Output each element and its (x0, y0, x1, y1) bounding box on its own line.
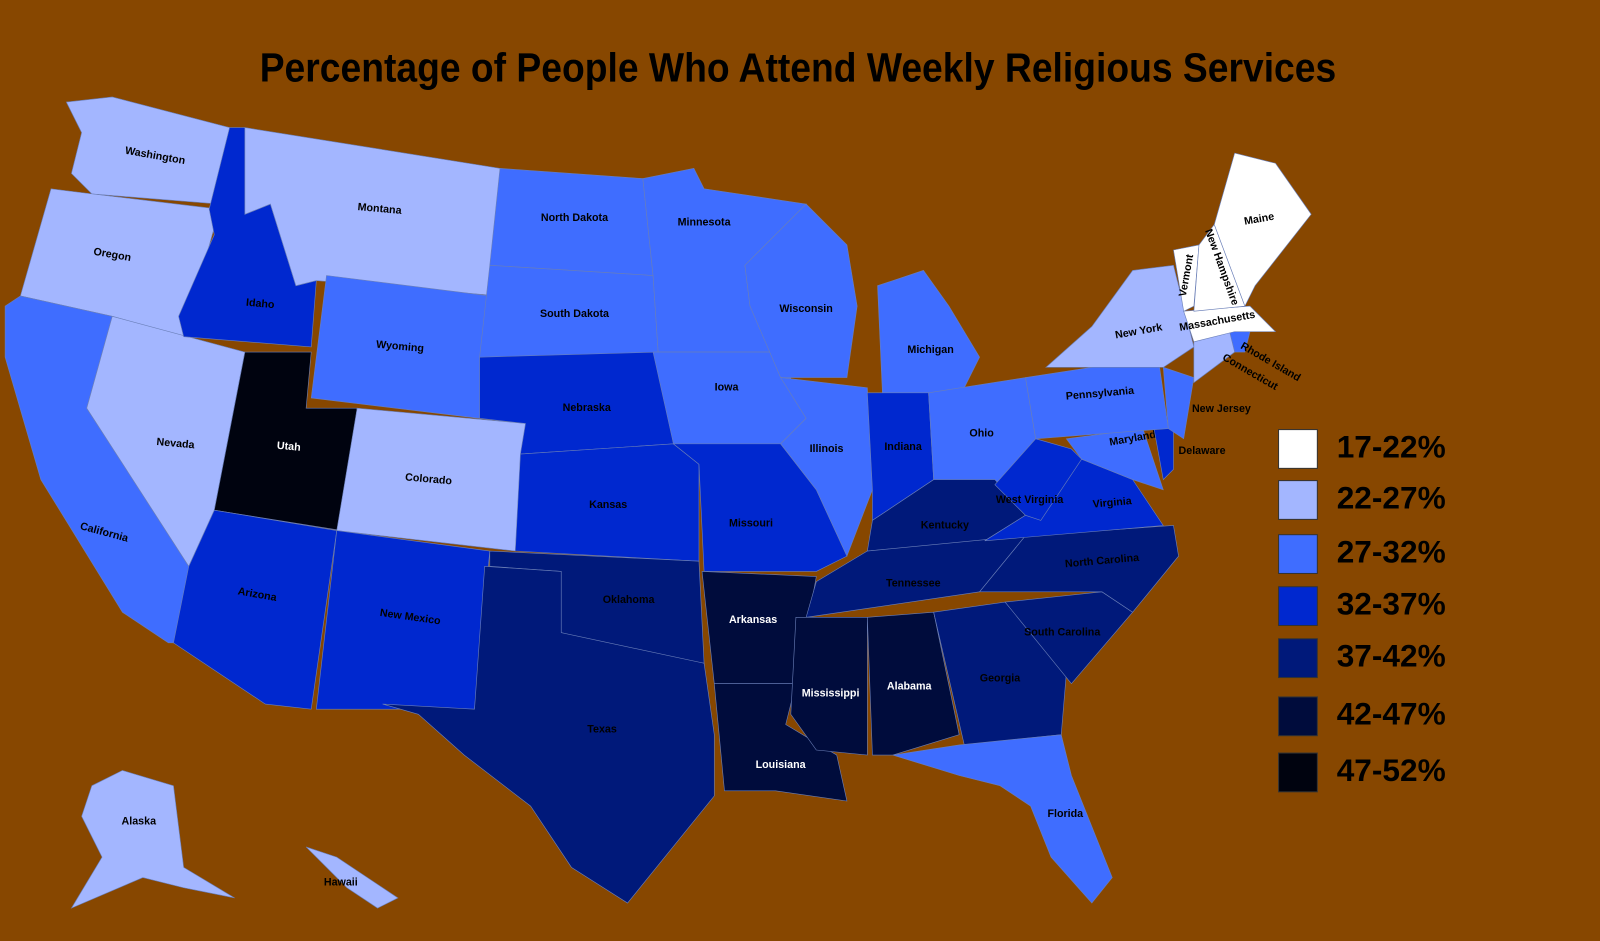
state (65, 96, 230, 205)
state (305, 846, 399, 909)
state (790, 617, 868, 756)
state-label: Mississippi (802, 688, 860, 700)
state-label: South Dakota (540, 308, 610, 320)
state-label: Nebraska (563, 402, 612, 414)
state-label: Alaska (122, 815, 158, 827)
state-label: Montana (357, 201, 403, 217)
state (1213, 152, 1312, 307)
state-label: Maine (1243, 211, 1275, 228)
state-label: Utah (276, 440, 301, 454)
map-layer: Percentage of People Who Attend Weekly R… (4, 45, 1446, 909)
state (744, 203, 858, 378)
legend-swatch (1278, 480, 1318, 520)
state-label: Iowa (715, 382, 740, 394)
state-label: Idaho (245, 297, 275, 311)
state-label: New Jersey (1192, 403, 1251, 415)
state-label: Ohio (969, 427, 994, 439)
state-label: Louisiana (756, 759, 807, 771)
state-label: North Dakota (541, 212, 609, 224)
state-label: Georgia (980, 672, 1021, 684)
title: Percentage of People Who Attend Weekly R… (260, 45, 1337, 91)
legend-swatch (1278, 638, 1318, 679)
legend-label: 17-22% (1337, 428, 1446, 464)
state (382, 565, 715, 904)
legend-label: 37-42% (1337, 638, 1446, 674)
state-label: Arkansas (729, 614, 777, 626)
state (1173, 244, 1200, 312)
state-label: Michigan (907, 344, 953, 356)
state-label: Kansas (589, 499, 627, 511)
state-label: Wisconsin (779, 303, 832, 315)
legend-swatch (1278, 586, 1318, 627)
state-label: Minnesota (678, 216, 732, 228)
state-label: Colorado (405, 471, 453, 487)
state-label: Nevada (156, 436, 196, 451)
state-label: Virginia (1092, 495, 1133, 510)
state (892, 734, 1113, 904)
legend-label: 42-47% (1337, 696, 1446, 732)
state-label: Texas (587, 723, 617, 735)
state-label: Alabama (887, 681, 933, 693)
legend-label: 22-27% (1337, 479, 1446, 515)
state-label: Florida (1047, 808, 1084, 820)
legend-label: 47-52% (1337, 752, 1446, 788)
state-label: Kentucky (921, 519, 969, 531)
legend-label: 32-37% (1337, 585, 1446, 621)
state (1162, 366, 1195, 440)
state-label: Indiana (884, 441, 923, 453)
state-label: Oklahoma (603, 594, 656, 606)
state-label: Hawaii (324, 876, 358, 888)
legend-swatch (1278, 752, 1318, 793)
state-label: Delaware (1179, 445, 1226, 457)
state (867, 611, 960, 756)
legend-swatch (1278, 429, 1318, 469)
state-label: Illinois (810, 443, 844, 455)
state-label: West Virginia (996, 494, 1064, 506)
legend-label: 27-32% (1337, 533, 1446, 569)
state-label: Wyoming (376, 339, 425, 355)
state-label: Missouri (729, 517, 773, 529)
state (514, 443, 700, 562)
legend-swatch (1278, 696, 1318, 737)
state (70, 770, 235, 909)
legend-swatch (1278, 534, 1318, 574)
state-label: South Carolina (1024, 626, 1101, 638)
state-label: Tennessee (886, 577, 941, 589)
state (1045, 264, 1195, 368)
state (933, 601, 1067, 746)
